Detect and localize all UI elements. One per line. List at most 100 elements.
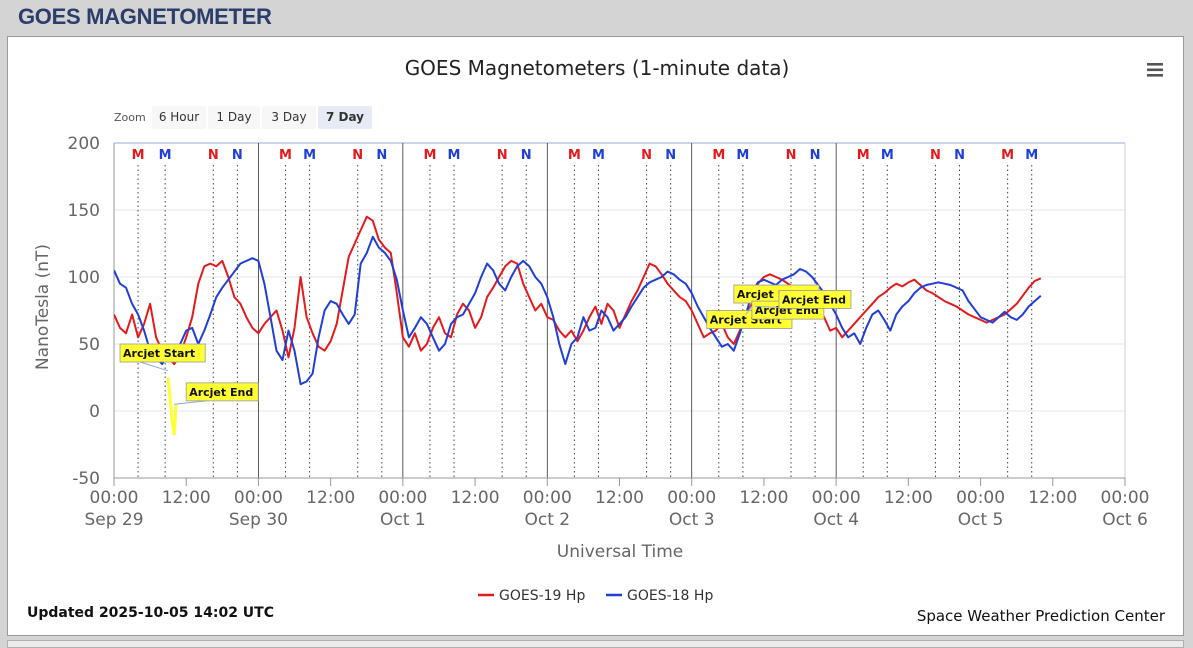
local-time-marker-n: N (521, 148, 532, 163)
local-time-marker-m: M (132, 148, 145, 163)
x-tick-time-label: 12:00 (595, 488, 644, 508)
arcjet-flag: Arcjet End (174, 382, 259, 405)
local-time-marker-n: N (232, 148, 243, 163)
zoom-button-6-hour[interactable]: 6 Hour (152, 106, 206, 129)
zoom-button-bg (262, 106, 316, 129)
y-tick-label: 200 (68, 134, 100, 154)
x-tick-date-label: Sep 30 (229, 510, 288, 530)
series-line-goes-19-hp (114, 215, 1042, 366)
x-tick-time-label: 12:00 (884, 488, 933, 508)
x-tick-date-label: Oct 4 (813, 510, 859, 530)
x-tick-time-label: 12:00 (162, 488, 211, 508)
magnetometer-chart: GOES Magnetometers (1-minute data) Zoom … (27, 56, 1166, 625)
legend-item[interactable]: GOES-18 Hp (606, 588, 713, 604)
x-tick-date-label: Oct 2 (524, 510, 570, 530)
x-tick-time-label: 12:00 (306, 488, 355, 508)
x-tick-time-label: 00:00 (1101, 488, 1150, 508)
local-time-marker-m: M (712, 148, 725, 163)
local-time-marker-m: M (279, 148, 292, 163)
local-time-marker-m: M (448, 148, 461, 163)
arcjet-flag-connector (139, 361, 169, 372)
hamburger-menu-icon (1147, 63, 1163, 77)
local-time-marker-m: M (736, 148, 749, 163)
zoom-button-bg (208, 106, 260, 129)
legend-item[interactable]: GOES-19 Hp (478, 588, 585, 604)
y-tick-label: 0 (89, 402, 100, 422)
x-tick-time-label: 00:00 (90, 488, 139, 508)
updated-timestamp: Updated 2025-10-05 14:02 UTC (27, 605, 274, 621)
zoom-button-label: 1 Day (216, 110, 251, 124)
local-time-marker-n: N (930, 148, 941, 163)
zoom-button-label: 7 Day (326, 110, 364, 124)
zoom-label: Zoom (114, 111, 146, 124)
local-time-marker-n: N (810, 148, 821, 163)
zoom-buttons: 6 Hour 1 Day 3 Day 7 Day (152, 106, 372, 129)
zoom-button-3-day[interactable]: 3 Day (262, 106, 316, 129)
local-time-marker-m: M (857, 148, 870, 163)
zoom-button-label: 6 Hour (159, 110, 199, 124)
local-time-marker-n: N (497, 148, 508, 163)
chart-menu-button[interactable] (1144, 59, 1166, 81)
zoom-button-label: 3 Day (271, 110, 306, 124)
legend-label: GOES-19 Hp (499, 588, 585, 604)
arcjet-flag-label: Arcjet End (782, 293, 846, 306)
arcjet-flag: Arcjet End (754, 289, 852, 309)
x-tick-time-label: 12:00 (451, 488, 500, 508)
arcjet-flag: Arcjet Start (119, 343, 206, 372)
local-time-marker-m: M (303, 148, 316, 163)
zoom-button-1-day[interactable]: 1 Day (208, 106, 260, 129)
arcjet-flag-label: Arcjet Start (123, 347, 195, 360)
y-tick-label: -50 (72, 469, 100, 489)
arcjet-flag-box (119, 343, 206, 363)
y-axis-title: NanoTesla (nT) (33, 244, 53, 370)
arcjet-flag-label: Arcjet End (189, 386, 253, 399)
credit-text: Space Weather Prediction Center (917, 607, 1166, 625)
y-tick-label: 100 (68, 268, 100, 288)
x-tick-date-label: Oct 6 (1102, 510, 1148, 530)
local-time-marker-m: M (592, 148, 605, 163)
local-time-marker-m: M (1001, 148, 1014, 163)
x-tick-time-label: 00:00 (234, 488, 283, 508)
x-tick-time-label: 00:00 (523, 488, 572, 508)
x-tick-date-label: Oct 3 (669, 510, 715, 530)
arcjet-flag-box (778, 289, 852, 309)
x-tick-date-label: Oct 5 (958, 510, 1004, 530)
zoom-button-7-day[interactable]: 7 Day (318, 106, 372, 129)
x-tick-date-label: Sep 29 (84, 510, 143, 530)
local-time-marker-m: M (1025, 148, 1038, 163)
local-time-marker-n: N (641, 148, 652, 163)
series-line-goes-18-hp (114, 235, 1042, 386)
arcjet-flag-connector (174, 400, 207, 405)
x-tick-time-label: 12:00 (1028, 488, 1077, 508)
x-tick-time-label: 12:00 (739, 488, 788, 508)
chart-panel: GOES Magnetometers (1-minute data) Zoom … (7, 36, 1184, 636)
chart-title: GOES Magnetometers (1-minute data) (405, 56, 790, 80)
bottom-panel-edge (7, 640, 1184, 648)
zoom-button-bg (152, 106, 206, 129)
x-tick-time-label: 00:00 (812, 488, 861, 508)
x-tick-time-label: 00:00 (956, 488, 1005, 508)
series-lines (114, 215, 1042, 436)
chart-legend: GOES-19 Hp GOES-18 Hp (478, 588, 713, 604)
local-time-marker-n: N (376, 148, 387, 163)
local-time-marker-n: N (786, 148, 797, 163)
x-tick-time-label: 00:00 (378, 488, 427, 508)
y-tick-label: 150 (68, 201, 100, 221)
local-time-marker-m: M (423, 148, 436, 163)
y-tick-label: 50 (78, 335, 100, 355)
local-time-marker-m: M (568, 148, 581, 163)
x-tick-time-label: 00:00 (667, 488, 716, 508)
page-header: GOES MAGNETOMETER (18, 4, 272, 29)
local-time-marker-m: M (159, 148, 172, 163)
zoom-button-bg (318, 106, 372, 129)
arcjet-flag-box (185, 382, 259, 402)
legend-label: GOES-18 Hp (627, 588, 713, 604)
local-time-marker-n: N (665, 148, 676, 163)
local-time-marker-n: N (208, 148, 219, 163)
x-axis-title: Universal Time (557, 542, 683, 562)
local-time-marker-n: N (954, 148, 965, 163)
local-time-marker-n: N (352, 148, 363, 163)
local-time-marker-m: M (881, 148, 894, 163)
arcjet-segment (166, 377, 178, 436)
